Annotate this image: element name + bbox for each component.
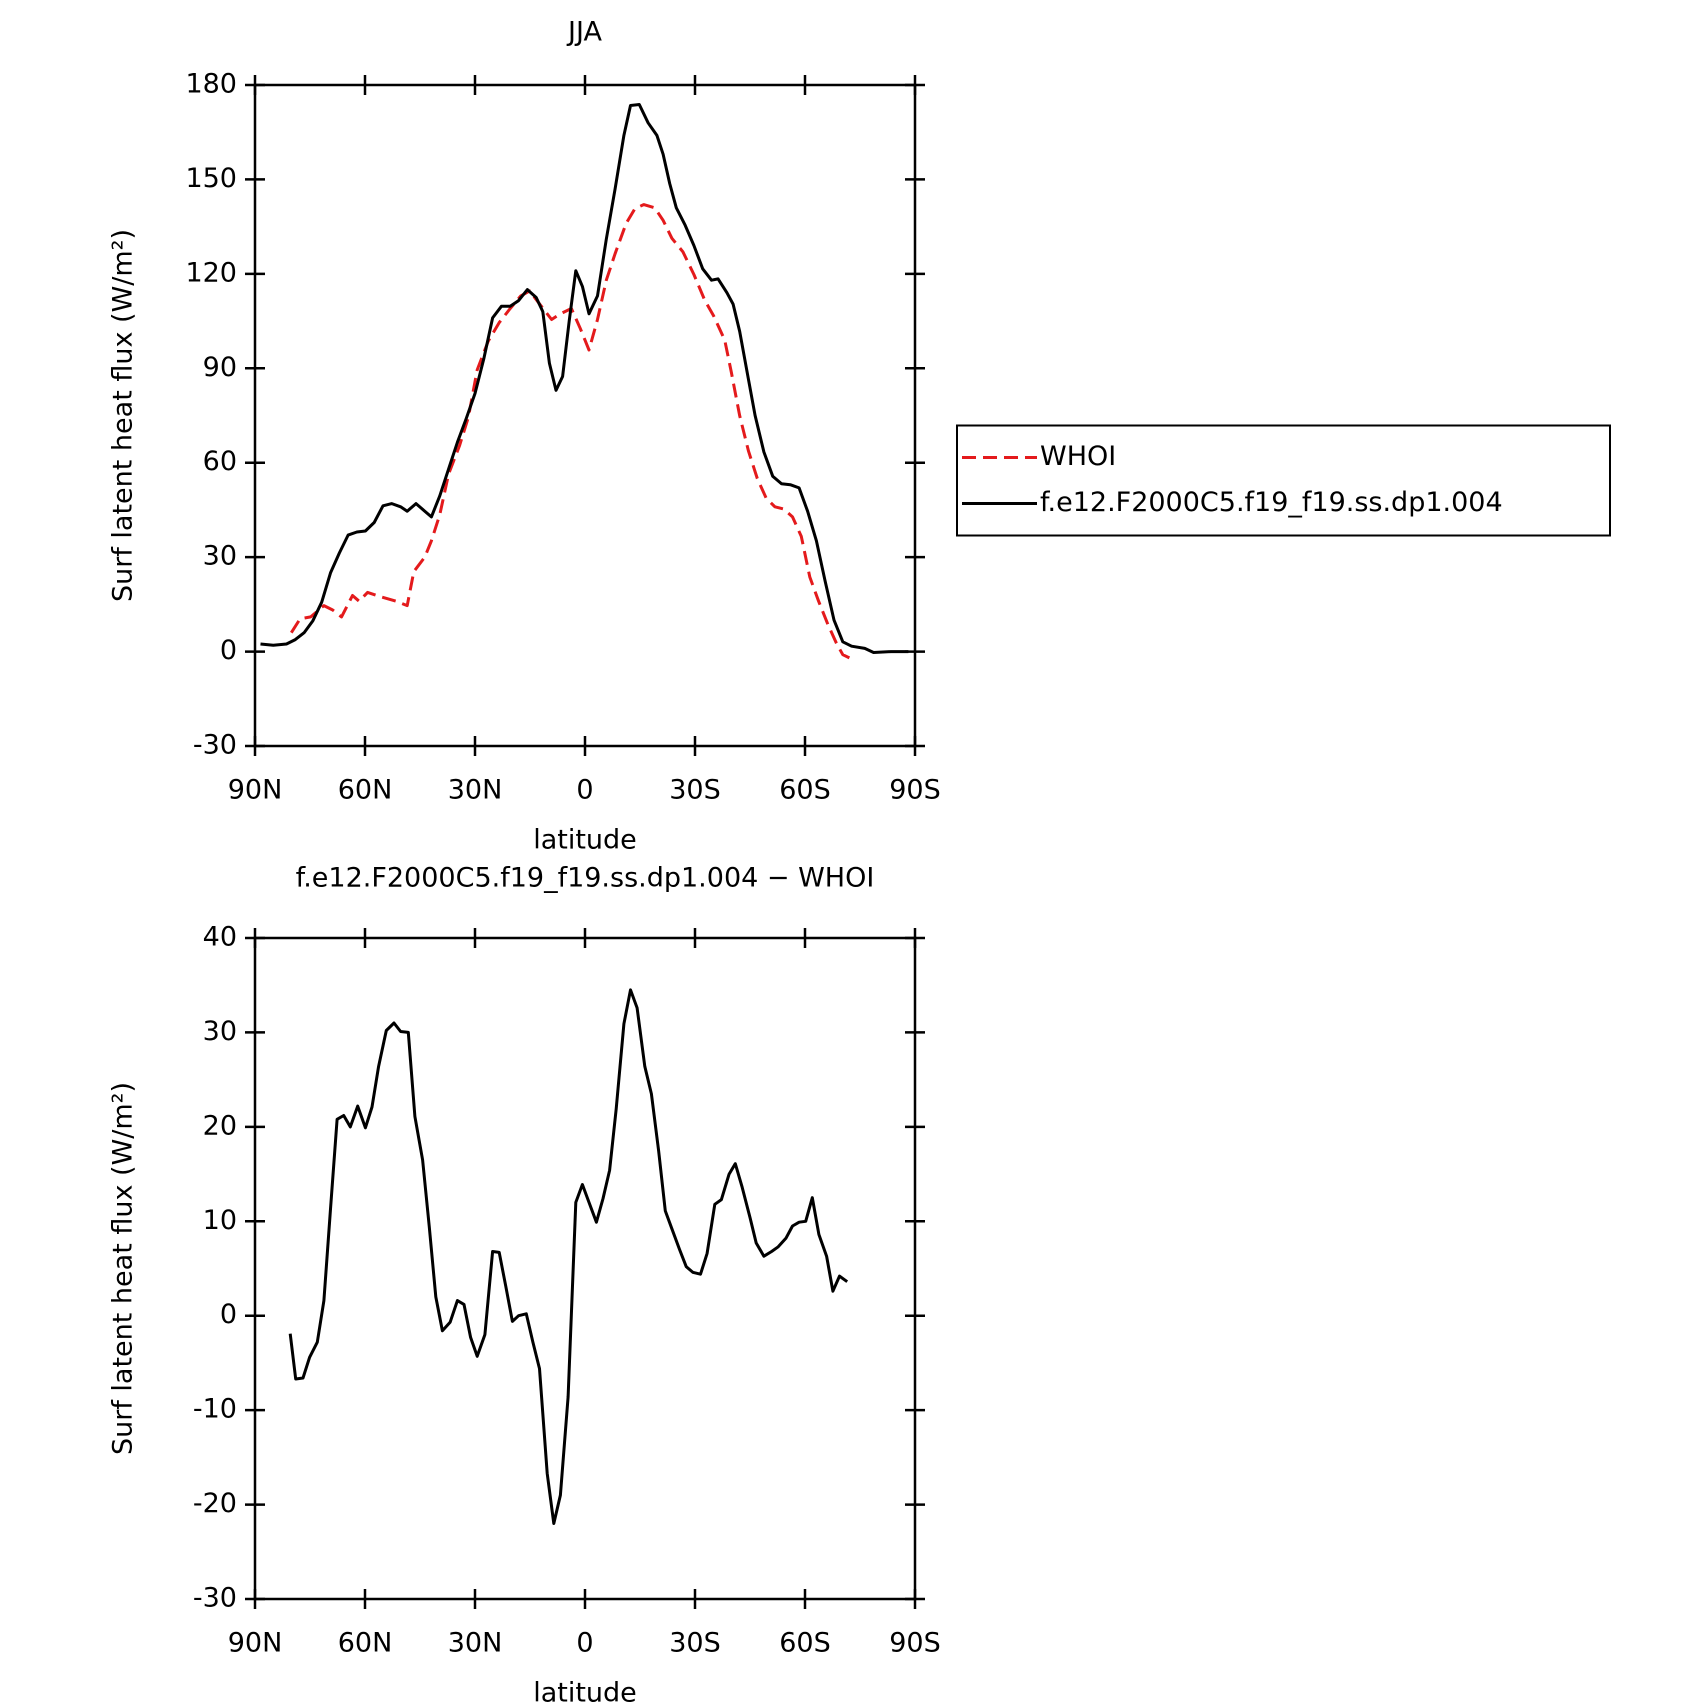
data-line: [290, 203, 851, 660]
y-tick-label: 30: [203, 541, 237, 572]
x-tick-label: 0: [576, 775, 593, 806]
chart-title: JJA: [566, 17, 602, 48]
x-tick-label: 30N: [448, 1628, 503, 1659]
plot-frame: [253, 936, 917, 1601]
plot-frame: [253, 83, 917, 748]
x-axis-label: latitude: [533, 825, 637, 856]
y-tick-label: 30: [203, 1016, 237, 1047]
y-tick-label: 180: [185, 69, 237, 100]
x-tick-label: 30S: [669, 775, 721, 806]
x-tick-label: 90N: [228, 1628, 283, 1659]
x-tick-label: 0: [576, 1628, 593, 1659]
chart-title: f.e12.F2000C5.f19_f19.ss.dp1.004 − WHOI: [296, 863, 875, 894]
y-tick-label: 90: [203, 352, 237, 383]
x-tick-label: 90S: [889, 775, 941, 806]
y-tick-label: 60: [203, 446, 237, 477]
data-line: [288, 988, 849, 1525]
legend-box: [956, 424, 1611, 537]
legend-label: WHOI: [1040, 441, 1116, 472]
x-tick-label: 60N: [338, 1628, 393, 1659]
x-tick-label: 30N: [448, 775, 503, 806]
x-tick-label: 90N: [228, 775, 283, 806]
legend-label: f.e12.F2000C5.f19_f19.ss.dp1.004: [1040, 487, 1503, 518]
x-tick-label: 90S: [889, 1628, 941, 1659]
y-axis-label: Surf latent heat flux (W/m²): [108, 1082, 139, 1455]
y-tick-label: -10: [193, 1394, 237, 1425]
y-tick-label: 0: [220, 635, 237, 666]
y-tick-label: 120: [185, 257, 237, 288]
x-tick-label: 60S: [779, 775, 831, 806]
y-tick-label: -30: [193, 730, 237, 761]
y-tick-label: -20: [193, 1488, 237, 1519]
x-tick-label: 60N: [338, 775, 393, 806]
y-tick-label: 40: [203, 922, 237, 953]
x-tick-label: 60S: [779, 1628, 831, 1659]
data-line: [260, 103, 909, 654]
y-tick-label: -30: [193, 1583, 237, 1614]
y-tick-label: 150: [185, 163, 237, 194]
y-tick-label: 0: [220, 1299, 237, 1330]
x-axis-label: latitude: [533, 1678, 637, 1708]
x-tick-label: 30S: [669, 1628, 721, 1659]
y-tick-label: 20: [203, 1110, 237, 1141]
y-tick-label: 10: [203, 1205, 237, 1236]
y-axis-label: Surf latent heat flux (W/m²): [108, 229, 139, 602]
